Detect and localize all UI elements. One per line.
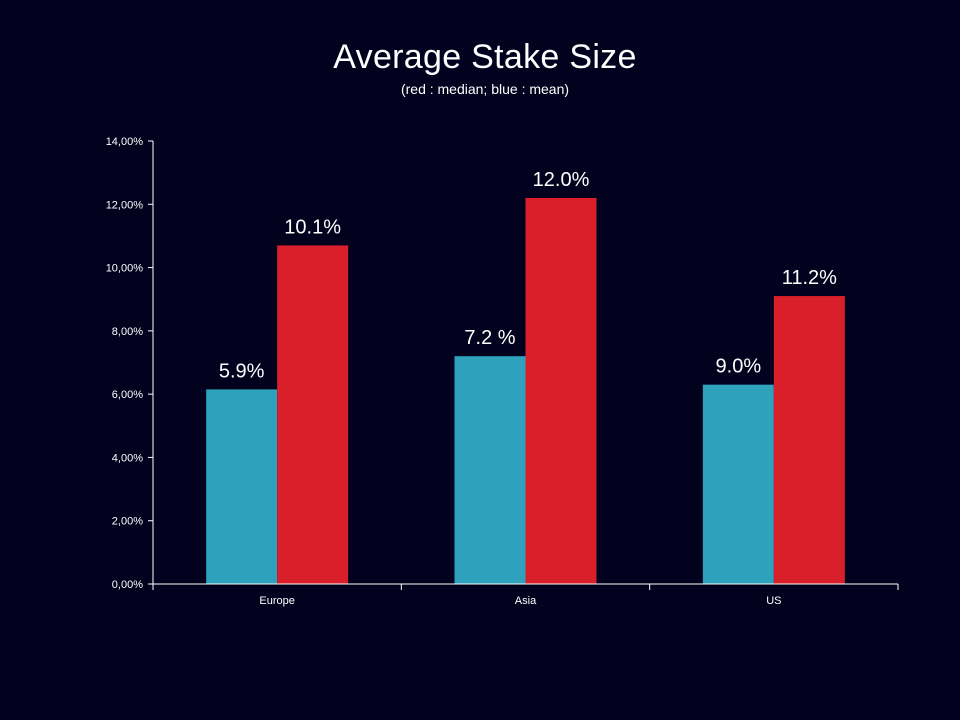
y-tick-label: 8,00% — [112, 326, 143, 338]
y-tick-label: 0,00% — [112, 579, 143, 591]
bar-median-us — [773, 296, 845, 584]
bar-median-asia — [525, 197, 597, 584]
x-tick-label: Europe — [259, 595, 294, 607]
bar-median-europe — [277, 245, 349, 584]
bar-mean-us — [702, 384, 774, 584]
data-label-median-europe: 10.1% — [284, 216, 341, 238]
data-label-mean-us: 9.0% — [716, 356, 762, 378]
y-tick-label: 4,00% — [112, 452, 143, 464]
bar-mean-asia — [454, 356, 526, 584]
data-label-mean-europe: 5.9% — [219, 360, 265, 382]
chart-subtitle: (red : median; blue : mean) — [400, 81, 570, 97]
y-tick-label: 12,00% — [106, 199, 144, 211]
data-label-median-asia: 12.0% — [533, 169, 590, 191]
y-tick-label: 10,00% — [106, 263, 144, 275]
data-label-mean-asia: 7.2 % — [464, 327, 515, 349]
chart-title: Average Stake Size — [333, 38, 637, 76]
data-label-median-us: 11.2% — [782, 267, 837, 289]
bar-mean-europe — [206, 389, 278, 584]
x-tick-label: Asia — [515, 595, 537, 607]
y-tick-label: 2,00% — [112, 516, 143, 528]
y-tick-label: 14,00% — [106, 136, 144, 148]
x-tick-label: US — [766, 595, 781, 607]
y-tick-label: 6,00% — [112, 389, 143, 401]
